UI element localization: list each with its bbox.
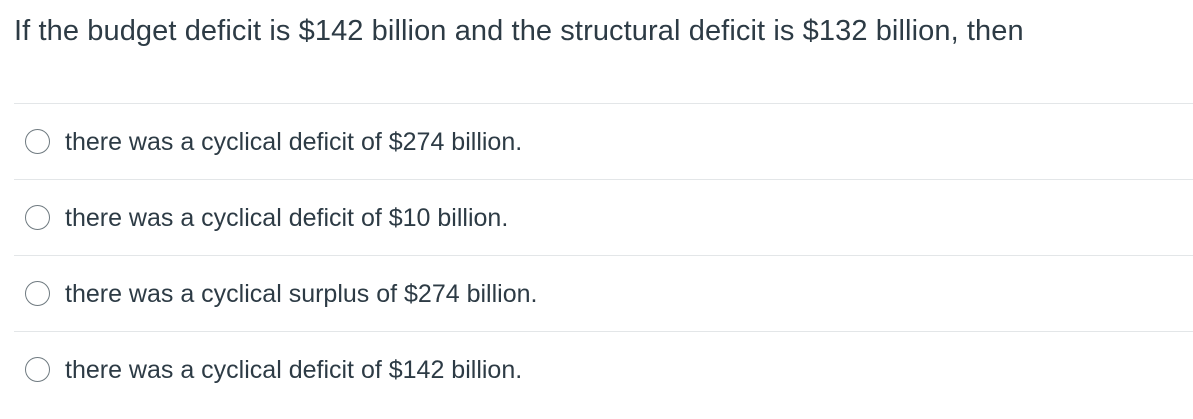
radio-button-3[interactable]	[25, 281, 50, 306]
answer-label-3[interactable]: there was a cyclical surplus of $274 bil…	[65, 279, 538, 308]
radio-button-4[interactable]	[25, 357, 50, 382]
answer-option-3[interactable]: there was a cyclical surplus of $274 bil…	[14, 255, 1193, 331]
answer-label-4[interactable]: there was a cyclical deficit of $142 bil…	[65, 355, 523, 384]
radio-button-1[interactable]	[25, 129, 50, 154]
answer-option-4[interactable]: there was a cyclical deficit of $142 bil…	[14, 331, 1193, 407]
radio-button-2[interactable]	[25, 205, 50, 230]
answer-option-1[interactable]: there was a cyclical deficit of $274 bil…	[14, 103, 1193, 179]
answer-list: there was a cyclical deficit of $274 bil…	[14, 103, 1193, 407]
answer-label-1[interactable]: there was a cyclical deficit of $274 bil…	[65, 127, 523, 156]
answer-option-2[interactable]: there was a cyclical deficit of $10 bill…	[14, 179, 1193, 255]
question-text: If the budget deficit is $142 billion an…	[14, 15, 1024, 47]
answer-label-2[interactable]: there was a cyclical deficit of $10 bill…	[65, 203, 509, 232]
